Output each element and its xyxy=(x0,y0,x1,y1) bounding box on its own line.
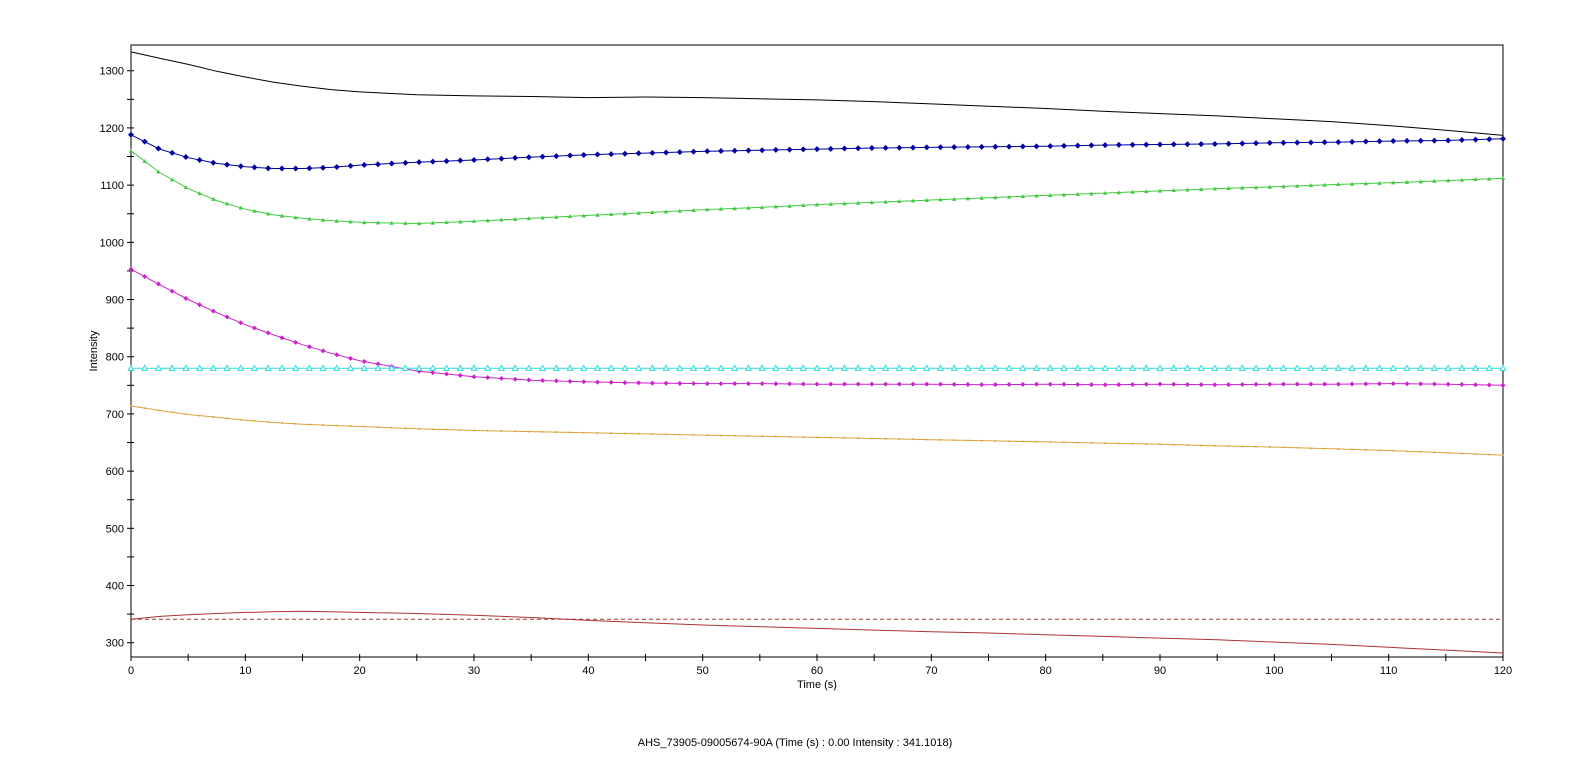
y-tick-label: 600 xyxy=(106,466,124,478)
x-tick-label: 0 xyxy=(128,665,134,677)
x-tick-label: 90 xyxy=(1154,665,1166,677)
y-tick-label: 300 xyxy=(106,638,124,650)
x-tick-label: 30 xyxy=(468,665,480,677)
x-tick-label: 110 xyxy=(1380,665,1398,677)
x-tick-label: 100 xyxy=(1265,665,1283,677)
y-axis-label: Intensity xyxy=(88,330,100,371)
series-orange-trace xyxy=(130,404,1504,457)
y-tick-label: 400 xyxy=(106,581,124,593)
x-tick-label: 120 xyxy=(1494,665,1512,677)
series-magenta-trace xyxy=(128,266,1506,388)
x-tick-label: 10 xyxy=(239,665,251,677)
series-black-trace xyxy=(130,51,1504,136)
y-tick-label: 900 xyxy=(106,295,124,307)
x-axis-label: Time (s) xyxy=(797,679,837,691)
y-tick-label: 1300 xyxy=(100,66,124,78)
y-tick-label: 1100 xyxy=(100,180,124,192)
x-tick-label: 60 xyxy=(811,665,823,677)
cursor-readout: AHS_73905-09005674-90A (Time (s) : 0.00 … xyxy=(637,737,953,749)
x-tick-label: 80 xyxy=(1040,665,1052,677)
series-cyan-trace xyxy=(127,364,1507,371)
series-navy-trace xyxy=(128,131,1506,172)
y-axis: 300 400 500 600 700 800 900 1000 1100 1200 1300 Int… xyxy=(88,66,134,650)
x-axis: 0 10 20 30 40 50 60 70 80 90 100 110 120 Time (s) xyxy=(128,654,1512,691)
series-darkred-trace xyxy=(130,610,1504,654)
y-tick-label: 1000 xyxy=(100,237,124,249)
y-tick-label: 800 xyxy=(106,352,124,364)
y-tick-label: 1200 xyxy=(100,123,124,135)
plot-frame xyxy=(130,44,1504,658)
series-green-trace xyxy=(128,148,1506,226)
x-tick-label: 40 xyxy=(582,665,594,677)
y-tick-label: 500 xyxy=(106,523,124,535)
x-tick-label: 20 xyxy=(354,665,366,677)
x-tick-label: 70 xyxy=(925,665,937,677)
x-tick-label: 50 xyxy=(697,665,709,677)
y-tick-label: 700 xyxy=(106,409,124,421)
